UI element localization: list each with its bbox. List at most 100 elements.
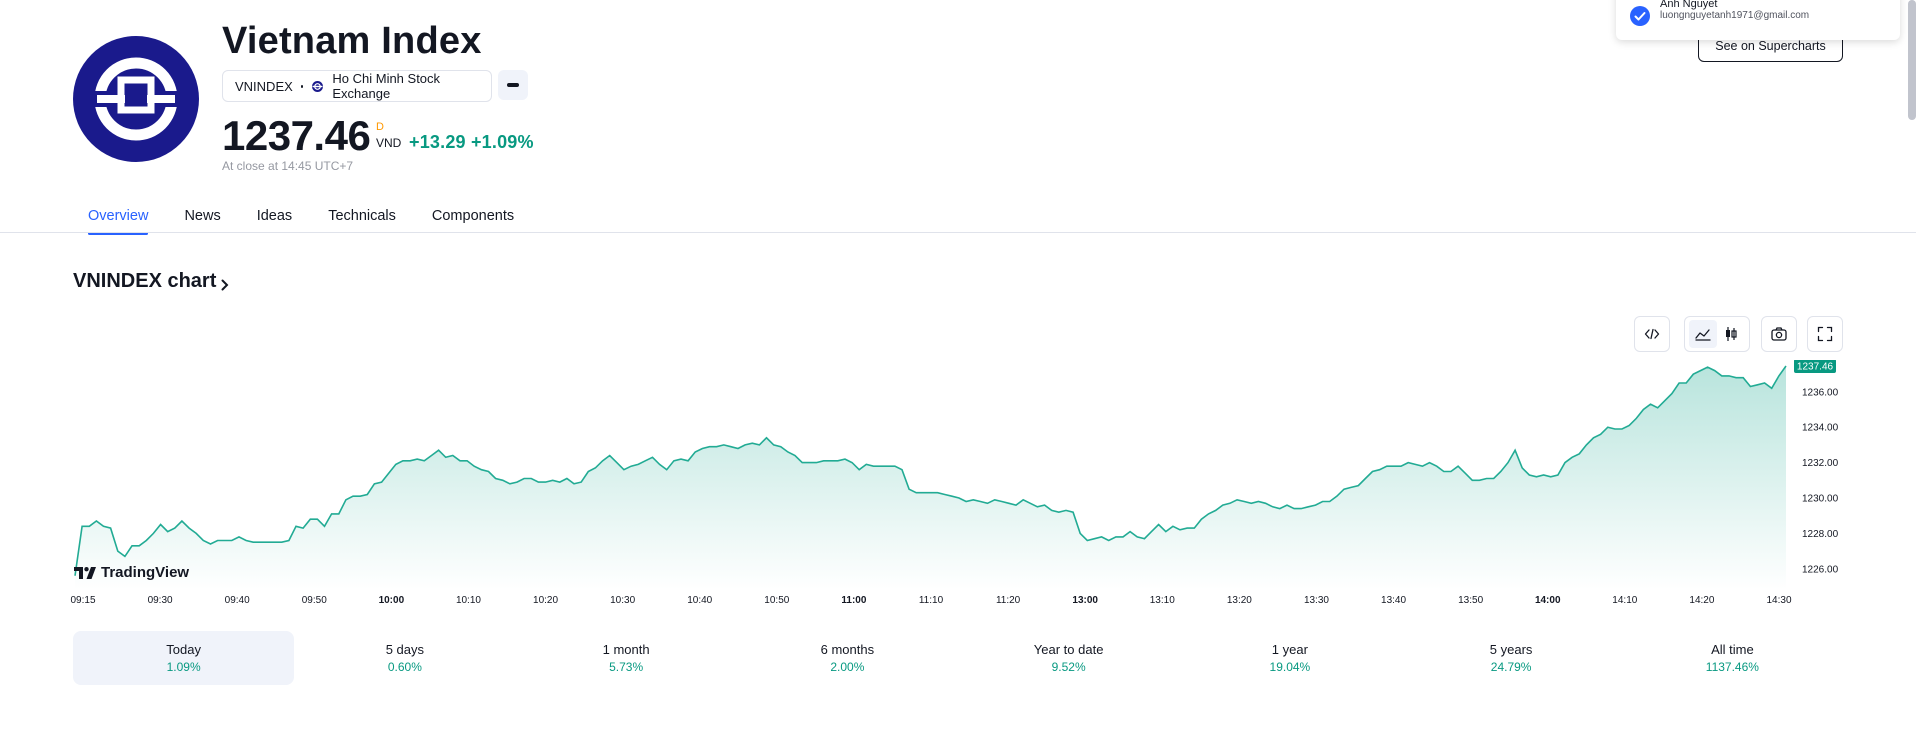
embed-button[interactable] — [1634, 316, 1670, 352]
period-value: 2.00% — [830, 660, 865, 674]
account-email: luongnguyetanh1971@gmail.com — [1660, 10, 1810, 21]
period-6-months[interactable]: 6 months 2.00% — [737, 631, 958, 685]
x-tick-label: 10:50 — [764, 595, 789, 606]
index-logo — [73, 36, 199, 162]
period-5-days[interactable]: 5 days 0.60% — [294, 631, 515, 685]
price-change: +13.29 +1.09% — [409, 132, 534, 153]
more-button[interactable] — [498, 70, 528, 100]
camera-icon — [1771, 327, 1787, 341]
check-icon — [1630, 6, 1650, 26]
last-price-badge — [1794, 360, 1836, 374]
tab-overview[interactable]: Overview — [70, 206, 166, 235]
price-suffix: D VND — [376, 120, 401, 150]
period-label: 1 month — [602, 642, 650, 657]
tradingview-icon — [74, 566, 96, 579]
x-tick-label: 14:20 — [1689, 595, 1714, 606]
change-value: +13.29 — [409, 132, 466, 152]
tab-technicals[interactable]: Technicals — [328, 208, 396, 224]
x-tick-label: 10:30 — [610, 595, 635, 606]
candles-icon — [1726, 327, 1737, 341]
change-percent: +1.09% — [470, 132, 534, 152]
x-tick-label: 09:30 — [148, 595, 173, 606]
period-value: 1.09% — [166, 660, 201, 674]
period-year-to-date[interactable]: Year to date 9.52% — [958, 631, 1179, 685]
x-tick-label: 09:50 — [302, 595, 327, 606]
period-all-time[interactable]: All time 1137.46% — [1622, 631, 1843, 685]
period-label: All time — [1711, 642, 1754, 657]
x-tick-label: 13:20 — [1227, 595, 1252, 606]
period-today[interactable]: Today 1.09% — [73, 631, 295, 685]
period-label: 5 days — [385, 642, 425, 657]
tradingview-logo[interactable]: TradingView — [74, 564, 189, 581]
exchange-pill[interactable]: VNINDEX Ho Chi Minh Stock Exchange — [222, 70, 492, 102]
x-tick-label: 10:10 — [456, 595, 481, 606]
chevron-right-icon — [220, 275, 230, 290]
area-chart-icon — [1695, 329, 1711, 341]
period-1-year[interactable]: 1 year 19.04% — [1179, 631, 1400, 685]
period-1-month[interactable]: 1 month 5.73% — [516, 631, 737, 685]
embed-icon — [1644, 328, 1660, 340]
x-tick-label: 09:40 — [225, 595, 250, 606]
y-tick-label: 1232.00 — [1802, 458, 1839, 469]
symbol-label: VNINDEX — [235, 78, 293, 94]
period-value: 0.60% — [387, 660, 422, 674]
tradingview-brand: TradingView — [101, 564, 190, 581]
x-tick-label: 11:10 — [919, 595, 944, 606]
candles-style-button[interactable] — [1717, 320, 1745, 348]
period-value: 19.04% — [1269, 660, 1311, 674]
price-area-fill — [75, 366, 1786, 590]
y-tick-label: 1226.00 — [1802, 564, 1839, 575]
period-value: 5.73% — [609, 660, 644, 674]
x-tick-label: 13:10 — [1150, 595, 1175, 606]
tab-components[interactable]: Components — [431, 208, 515, 224]
separator-dot — [300, 84, 304, 88]
period-5-years[interactable]: 5 years 24.79% — [1401, 631, 1622, 685]
x-tick-label: 11:20 — [996, 595, 1021, 606]
fullscreen-button[interactable] — [1807, 316, 1843, 352]
x-tick-label: 10:40 — [687, 595, 712, 606]
price-chart[interactable]: 1226.00 1228.00 1230.00 1232.00 1234.00 1236.… — [0, 360, 1916, 610]
tab-ideas[interactable]: Ideas — [256, 208, 293, 224]
period-label: 6 months — [820, 642, 875, 657]
tab-news[interactable]: News — [184, 208, 221, 224]
exchange-flag-icon — [311, 80, 324, 93]
period-label: Year to date — [1033, 642, 1104, 657]
x-tick-label: 10:20 — [533, 595, 558, 606]
period-value: 9.52% — [1051, 660, 1086, 674]
close-time: At close at 14:45 UTC+7 — [222, 159, 354, 173]
chart-heading-link[interactable]: VNINDEX chart — [73, 270, 230, 293]
price-line — [74, 365, 1787, 576]
period-value: 24.79% — [1490, 660, 1532, 674]
x-tick-label: 14:30 — [1766, 595, 1791, 606]
period-label: Today — [166, 642, 201, 657]
y-tick-label: 1228.00 — [1802, 529, 1839, 540]
y-tick-label: 1230.00 — [1802, 494, 1839, 505]
area-style-button[interactable] — [1689, 320, 1717, 348]
page-title: Vietnam Index — [222, 20, 482, 62]
exchange-name: Ho Chi Minh Stock Exchange — [332, 71, 441, 101]
currency-label: VND — [376, 136, 402, 150]
y-tick-label: 1234.00 — [1802, 423, 1839, 434]
chart-heading-label: VNINDEX chart — [73, 270, 217, 292]
x-tick-label: 13:40 — [1381, 595, 1406, 606]
hose-logo-icon — [93, 57, 179, 141]
price-flag: D — [376, 121, 384, 133]
snapshot-button[interactable] — [1761, 316, 1797, 352]
minus-icon — [507, 83, 519, 87]
last-price: 1237.46 — [222, 112, 371, 159]
x-tick-label: 09:15 — [70, 595, 95, 606]
page-scrollbar[interactable] — [1908, 0, 1916, 120]
account-name: Anh Nguyet — [1660, 0, 1718, 10]
chart-style-toggle — [1684, 316, 1750, 352]
x-tick-label: 13:00 — [1072, 595, 1098, 606]
x-tick-label: 14:10 — [1612, 595, 1637, 606]
x-tick-label: 13:30 — [1304, 595, 1329, 606]
x-tick-label: 10:00 — [379, 595, 405, 606]
x-tick-label: 14:00 — [1535, 595, 1561, 606]
account-card[interactable]: Anh Nguyet luongnguyetanh1971@gmail.com — [1616, 0, 1900, 40]
x-tick-label: 13:50 — [1458, 595, 1483, 606]
section-tabs: Overview News Ideas Technicals Component… — [70, 206, 532, 235]
period-label: 5 years — [1489, 642, 1533, 657]
tab-divider — [0, 232, 1916, 233]
last-price-badge-label: 1237.46 — [1797, 362, 1834, 373]
